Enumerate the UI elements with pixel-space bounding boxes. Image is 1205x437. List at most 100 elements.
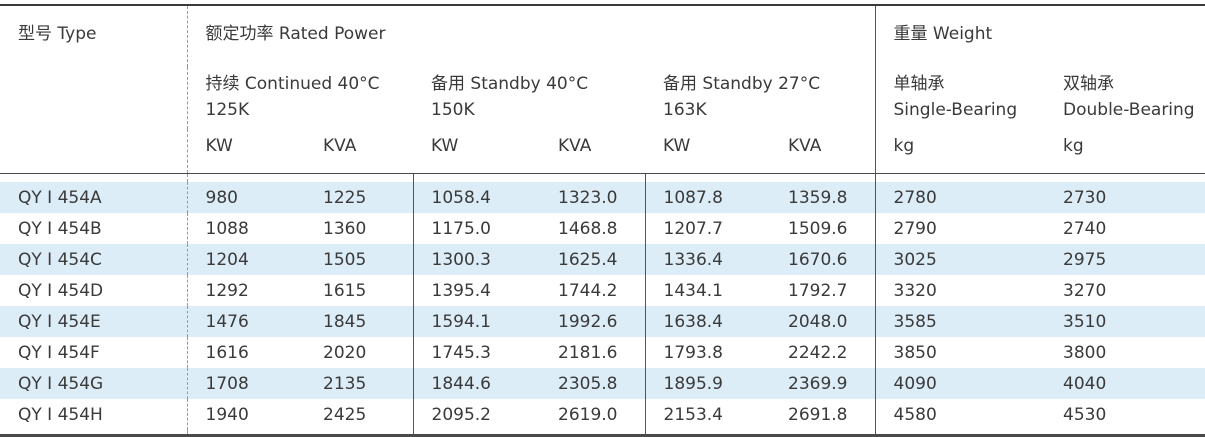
cell-type: QY Ⅰ 454E xyxy=(0,306,188,337)
cell-kw: 1895.9 xyxy=(645,368,770,399)
cell-type: QY Ⅰ 454F xyxy=(0,337,188,368)
column-header-weight: 重量 Weight xyxy=(893,24,993,44)
cell-kw: 2095.2 xyxy=(431,404,491,425)
table-row: QY Ⅰ 454F 1616 2020 1745.3 2181.6 1793.8… xyxy=(0,337,1205,368)
cell-type: QY Ⅰ 454D xyxy=(0,275,188,306)
cell-single-bearing: 2790 xyxy=(893,218,937,239)
column-header-standby-40c: 备用 Standby 40°C 150K xyxy=(413,67,645,129)
cell-kw: 1204 xyxy=(187,244,305,275)
cell-kw: 1434.1 xyxy=(663,280,723,301)
column-header-rated-power: 额定功率 Rated Power xyxy=(187,5,876,67)
cell-single-bearing: 3850 xyxy=(893,342,937,363)
cell-kw: 1844.6 xyxy=(413,368,540,399)
group-title: 单轴承 xyxy=(893,74,945,94)
unit-header-kg: kg xyxy=(875,129,1046,174)
cell-double-bearing: 2740 xyxy=(1063,218,1107,239)
cell-kva: 2135 xyxy=(305,368,414,399)
table-row: QY Ⅰ 454D 1292 1615 1395.4 1744.2 1434.1… xyxy=(0,275,1205,306)
cell-kva: 1323.0 xyxy=(540,182,646,213)
column-header-type: 型号 Type xyxy=(0,5,188,174)
cell-kva: 2181.6 xyxy=(540,337,646,368)
column-header-double-bearing: 双轴承 Double-Bearing xyxy=(1045,67,1205,129)
cell-double-bearing: 4040 xyxy=(1045,368,1205,399)
generator-spec-table: 型号 Type 额定功率 Rated Power 重量 Weight 持续 Co… xyxy=(0,4,1205,437)
table-row: QY Ⅰ 454C 1204 1505 1300.3 1625.4 1336.4… xyxy=(0,244,1205,275)
cell-kw: 1793.8 xyxy=(663,342,723,363)
column-header-single-bearing: 单轴承 Single-Bearing xyxy=(875,67,1045,129)
cell-single-bearing: 2780 xyxy=(875,182,1046,213)
group-subtitle: 163K xyxy=(663,100,707,120)
cell-single-bearing: 4090 xyxy=(875,368,1046,399)
cell-kva: 1845 xyxy=(305,306,414,337)
cell-type: QY Ⅰ 454A xyxy=(0,182,188,213)
unit-header-kva: KVA xyxy=(540,129,645,174)
group-subtitle: 150K xyxy=(431,100,475,120)
column-header-continued-40c: 持续 Continued 40°C 125K xyxy=(187,67,413,129)
cell-kw: 2153.4 xyxy=(663,404,723,425)
cell-kva: 1792.7 xyxy=(770,275,876,306)
table-row: QY Ⅰ 454A 980 1225 1058.4 1323.0 1087.8 … xyxy=(0,182,1205,213)
cell-single-bearing: 3320 xyxy=(893,280,937,301)
cell-kw: 1300.3 xyxy=(413,244,540,275)
unit-header-kg: kg xyxy=(1045,129,1205,174)
cell-kva: 1468.8 xyxy=(540,213,646,244)
spacer-row xyxy=(0,430,1205,436)
group-title: 备用 Standby 27°C xyxy=(663,74,821,94)
cell-kw: 1940 xyxy=(205,404,249,425)
cell-kw: 1207.7 xyxy=(663,218,723,239)
cell-kw: 1594.1 xyxy=(413,306,540,337)
cell-kva: 1744.2 xyxy=(540,275,646,306)
table-row: QY Ⅰ 454H 1940 2425 2095.2 2619.0 2153.4… xyxy=(0,399,1205,430)
group-title: 双轴承 xyxy=(1063,74,1115,94)
spacer-row xyxy=(0,173,1205,182)
cell-type: QY Ⅰ 454G xyxy=(0,368,188,399)
cell-kva: 2425 xyxy=(305,399,414,430)
cell-kw: 1292 xyxy=(205,280,249,301)
group-title: 备用 Standby 40°C xyxy=(431,74,589,94)
cell-kva: 1615 xyxy=(305,275,414,306)
cell-single-bearing: 3025 xyxy=(875,244,1046,275)
group-title: 持续 Continued 40°C xyxy=(205,74,380,94)
table-row: QY Ⅰ 454G 1708 2135 1844.6 2305.8 1895.9… xyxy=(0,368,1205,399)
cell-kw: 1088 xyxy=(205,218,249,239)
cell-kw: 1087.8 xyxy=(645,182,770,213)
cell-kw: 1476 xyxy=(187,306,305,337)
cell-type: QY Ⅰ 454B xyxy=(0,213,188,244)
cell-kva: 1625.4 xyxy=(540,244,646,275)
cell-kva: 1670.6 xyxy=(770,244,876,275)
cell-single-bearing: 3585 xyxy=(875,306,1046,337)
group-subtitle: 125K xyxy=(205,100,250,120)
cell-double-bearing: 2730 xyxy=(1045,182,1205,213)
cell-double-bearing: 2975 xyxy=(1045,244,1205,275)
header-row-subgroups: 持续 Continued 40°C 125K 备用 Standby 40°C 1… xyxy=(0,67,1205,129)
cell-kva: 1992.6 xyxy=(540,306,646,337)
cell-kw: 1745.3 xyxy=(431,342,491,363)
cell-type: QY Ⅰ 454C xyxy=(0,244,188,275)
cell-kva: 1225 xyxy=(305,182,414,213)
unit-header-kw: KW xyxy=(187,129,305,174)
cell-kva: 2691.8 xyxy=(770,399,876,430)
cell-kw: 1058.4 xyxy=(413,182,540,213)
cell-kva: 1359.8 xyxy=(770,182,876,213)
cell-single-bearing: 4580 xyxy=(893,404,937,425)
cell-kva: 1505 xyxy=(305,244,414,275)
cell-kva: 1360 xyxy=(305,213,414,244)
cell-type: QY Ⅰ 454H xyxy=(0,399,188,430)
unit-header-kw: KW xyxy=(413,129,540,174)
cell-kw: 1175.0 xyxy=(431,218,491,239)
header-row-groups: 型号 Type 额定功率 Rated Power 重量 Weight xyxy=(0,5,1205,174)
cell-kva: 2242.2 xyxy=(770,337,876,368)
cell-kva: 2619.0 xyxy=(540,399,646,430)
cell-kw: 980 xyxy=(187,182,305,213)
cell-double-bearing: 4530 xyxy=(1063,404,1107,425)
cell-kva: 2369.9 xyxy=(770,368,876,399)
cell-kva: 2048.0 xyxy=(770,306,876,337)
cell-kva: 2305.8 xyxy=(540,368,646,399)
cell-kw: 1708 xyxy=(187,368,305,399)
cell-kw: 1336.4 xyxy=(645,244,770,275)
cell-kva: 1509.6 xyxy=(770,213,876,244)
unit-header-kw: KW xyxy=(645,129,770,174)
cell-kw: 1395.4 xyxy=(431,280,491,301)
group-subtitle: Single-Bearing xyxy=(893,100,1018,120)
